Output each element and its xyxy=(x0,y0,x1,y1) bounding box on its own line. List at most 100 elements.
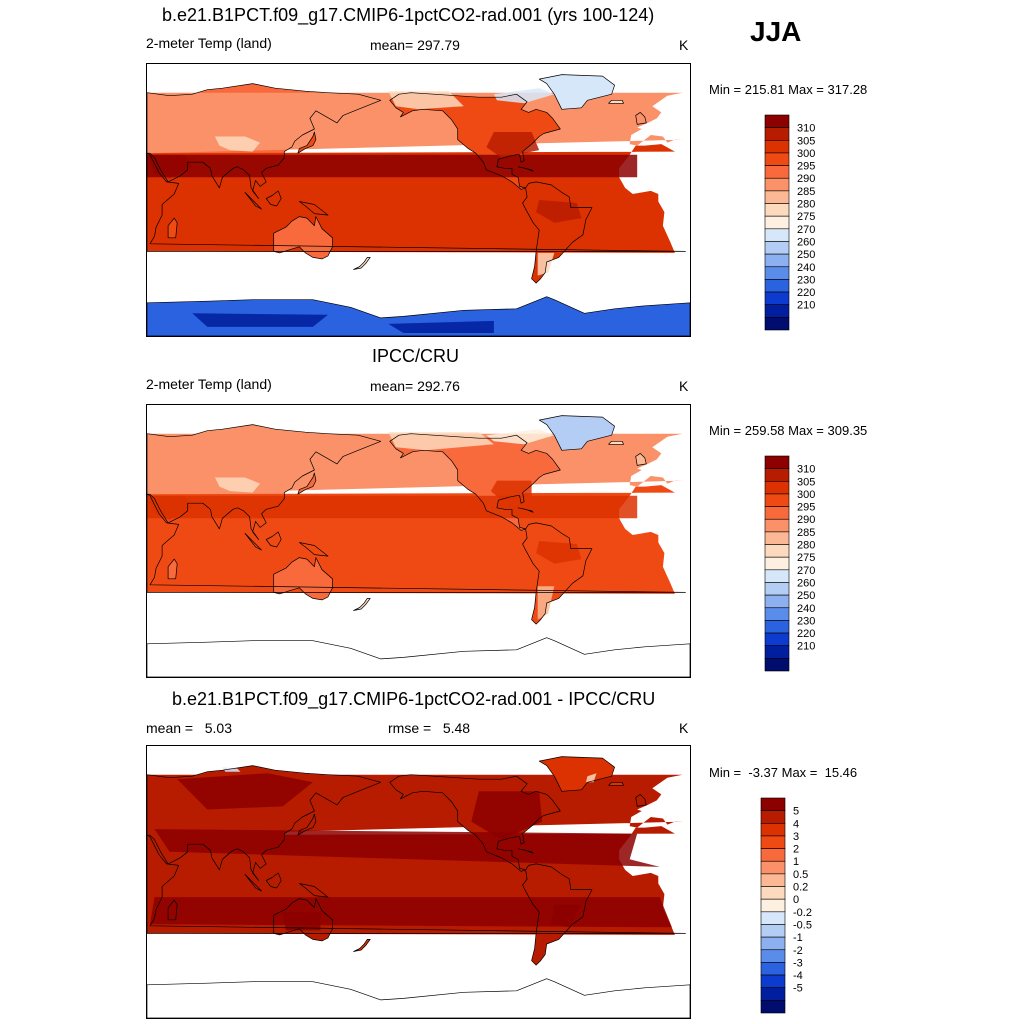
coastline-namerica xyxy=(389,774,561,872)
coastline-nz xyxy=(353,257,371,270)
land-nz xyxy=(353,939,371,952)
coastline-madagascar xyxy=(167,217,178,239)
panel-3-mean-label: mean = 5.03 xyxy=(146,720,233,736)
land-borneo xyxy=(266,872,282,888)
coastline-japan xyxy=(297,472,317,495)
colorbar-box xyxy=(764,556,790,571)
shading-region xyxy=(214,136,261,152)
colorbar-tick-label: -4 xyxy=(793,970,803,982)
panel-3-colorbar: 5 4 3 2 1 0.5 0.2 0 -0.2 -0.5 -1 -2 -3 -4 -5 xyxy=(760,797,841,1014)
colorbar-box xyxy=(760,911,786,925)
coastline-samerica xyxy=(522,181,593,284)
coastline-japan xyxy=(297,131,317,154)
colorbar-box xyxy=(764,317,790,331)
colorbar-box xyxy=(764,455,790,469)
panel-1-colorbar: 310 305 300 295 290 285 280 275 270 260 250 240 230 2… xyxy=(764,114,845,331)
colorbar-tick-label: 280 xyxy=(797,199,815,211)
colorbar-tick-label: 240 xyxy=(797,262,815,274)
colorbar-tick-label: 285 xyxy=(797,186,815,198)
coastline-eurasia xyxy=(147,83,382,199)
coastline-namerica xyxy=(389,92,561,190)
coastline-antarctica xyxy=(147,296,690,336)
coastline-nz xyxy=(353,939,371,952)
colorbar-box xyxy=(764,582,790,596)
shading-region xyxy=(536,541,582,564)
coastline-uk xyxy=(635,112,647,125)
colorbar-box xyxy=(764,480,790,495)
colorbar-tick-label: 210 xyxy=(797,300,815,312)
land-borneo xyxy=(266,531,282,547)
land-uk xyxy=(635,112,647,125)
colorbar-box xyxy=(764,190,790,204)
season-label: JJA xyxy=(750,16,802,47)
coastline-japan xyxy=(297,813,317,836)
colorbar-box xyxy=(764,506,790,520)
coastline-iceland xyxy=(608,440,624,445)
colorbar-tick-label: 310 xyxy=(797,123,815,135)
colorbar-box xyxy=(764,569,790,583)
land-japan xyxy=(297,132,316,154)
land-uk xyxy=(635,794,647,807)
coastline-samerica xyxy=(522,522,593,625)
colorbar-tick-label: 250 xyxy=(797,249,815,261)
shading-region xyxy=(471,791,543,840)
coastline-antarctica xyxy=(147,637,690,677)
coastline-borneo xyxy=(265,531,282,548)
colorbar-tick-label: 260 xyxy=(797,236,815,248)
coastline-greenland xyxy=(538,74,615,110)
shading-region xyxy=(493,88,555,104)
colorbar-tick-label: 300 xyxy=(797,489,815,501)
panel-1-units-label: K xyxy=(679,37,689,53)
colorbar-box xyxy=(764,266,790,280)
land-greenland xyxy=(539,415,615,451)
panel-2-title: IPCC/CRU xyxy=(372,346,460,366)
shading-region xyxy=(388,320,494,333)
colorbar-box xyxy=(760,924,786,938)
colorbar-box xyxy=(760,936,786,951)
land-greenland xyxy=(539,74,615,110)
colorbar-box xyxy=(764,139,790,154)
coastline-antarctica xyxy=(147,978,690,1018)
panel-3-title: b.e21.B1PCT.f09_g17.CMIP6-1pctCO2-rad.00… xyxy=(172,689,656,709)
colorbar-tick-label: 2 xyxy=(793,844,799,856)
shading-region xyxy=(536,200,582,223)
coastline-eurasia xyxy=(147,765,382,881)
coastline-indonesia1 xyxy=(244,874,262,892)
coastline-indonesia1 xyxy=(244,533,262,551)
colorbar-tick-label: 260 xyxy=(797,577,815,589)
coastline-namerica xyxy=(389,433,561,531)
colorbar-box xyxy=(764,177,790,192)
coastline-ng xyxy=(298,201,329,216)
colorbar-tick-label: 300 xyxy=(797,148,815,160)
land-japan xyxy=(297,473,316,495)
colorbar-tick-label: 275 xyxy=(797,552,815,564)
coastline-samerica xyxy=(522,863,593,966)
land-namerica xyxy=(389,92,561,190)
coastline-eurasia xyxy=(147,424,382,540)
colorbar-tick-label: 280 xyxy=(797,540,815,552)
colorbar-box xyxy=(764,215,790,230)
coastline-africa xyxy=(147,493,686,593)
panel-2-units-label: K xyxy=(679,378,689,394)
colorbar-tick-label: 240 xyxy=(797,603,815,615)
colorbar-tick-label: -1 xyxy=(793,932,803,944)
shading-region xyxy=(214,477,261,493)
shading-region xyxy=(490,480,532,501)
coastline-nz xyxy=(353,598,371,611)
colorbar-box xyxy=(760,898,786,913)
panel-3-map xyxy=(146,745,691,1019)
coastline-australia xyxy=(273,216,333,260)
colorbar-box xyxy=(764,544,790,558)
colorbar-tick-label: 220 xyxy=(797,628,815,640)
land-ng xyxy=(299,542,328,557)
coastline-caribbean xyxy=(517,848,534,854)
colorbar-box xyxy=(760,1000,786,1014)
land-namerica xyxy=(389,433,561,531)
land-japan xyxy=(297,814,316,836)
land-australia xyxy=(273,216,333,259)
colorbar-tick-label: 4 xyxy=(793,818,799,830)
coastline-borneo xyxy=(265,190,282,207)
shading-region xyxy=(154,829,660,867)
colorbar-box xyxy=(764,468,790,482)
colorbar-tick-label: 1 xyxy=(793,856,799,868)
